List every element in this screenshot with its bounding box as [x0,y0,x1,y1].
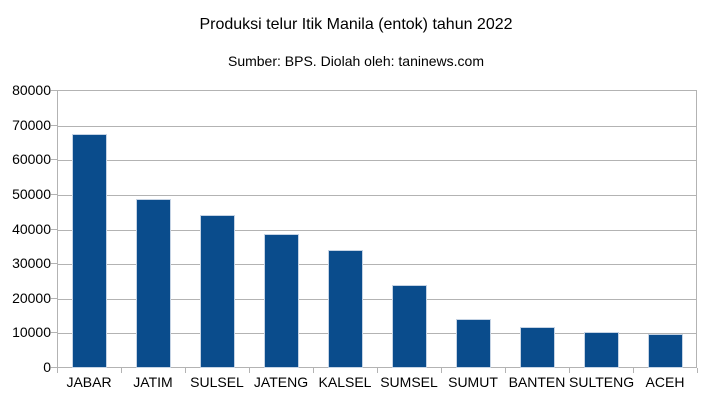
y-tick-label: 80000 [12,82,51,98]
gridline [58,333,696,335]
bar-aceh [649,335,682,367]
x-tick-label: BANTEN [508,374,566,390]
x-tick-label: KALSEL [318,374,372,390]
x-tick-label: JATENG [253,374,309,390]
x-tick [569,368,570,373]
bar-sulsel [201,216,234,367]
x-tick [633,368,634,373]
bar-jateng [265,235,298,367]
x-tick [697,368,698,373]
bar-jatim [137,200,170,367]
gridline [58,125,696,127]
y-tick-label: 70000 [12,117,51,133]
bar-jabar [73,135,106,367]
x-tick-label: SULSEL [190,374,244,390]
gridline [58,264,696,266]
x-tick [313,368,314,373]
y-tick-label: 30000 [12,255,51,271]
y-tick [51,90,57,91]
x-tick-label: SUMUT [448,374,498,390]
x-tick [57,368,58,373]
bar-sumut [457,320,490,367]
gridline [58,298,696,300]
x-tick-label: JATIM [133,374,173,390]
x-tick-label: SUMSEL [380,374,438,390]
chart-title: Produksi telur Itik Manila (entok) tahun… [199,16,513,33]
y-tick [51,367,57,368]
bar-banten [521,328,554,367]
y-tick [51,194,57,195]
y-tick [51,125,57,126]
y-tick-label: 0 [43,359,51,375]
x-tick [441,368,442,373]
y-tick [51,332,57,333]
x-tick-label: JABAR [66,374,112,390]
y-tick-label: 50000 [12,186,51,202]
x-tick-label: ACEH [645,374,685,390]
x-tick-label: SULTENG [569,374,635,390]
gridline [58,229,696,231]
y-tick-label: 40000 [12,221,51,237]
x-tick [377,368,378,373]
x-tick [505,368,506,373]
y-tick [51,229,57,230]
gridline [58,160,696,162]
bar-sumsel [393,286,426,367]
y-tick-label: 20000 [12,290,51,306]
x-tick [185,368,186,373]
chart-subtitle: Sumber: BPS. Diolah oleh: taninews.com [227,53,484,69]
y-tick-label: 60000 [12,151,51,167]
y-tick [51,298,57,299]
x-tick [249,368,250,373]
gridline [58,194,696,196]
y-tick [51,263,57,264]
bar-sulteng [585,333,618,367]
y-tick-label: 10000 [12,324,51,340]
bar-kalsel [329,251,362,367]
x-tick [121,368,122,373]
y-tick [51,159,57,160]
